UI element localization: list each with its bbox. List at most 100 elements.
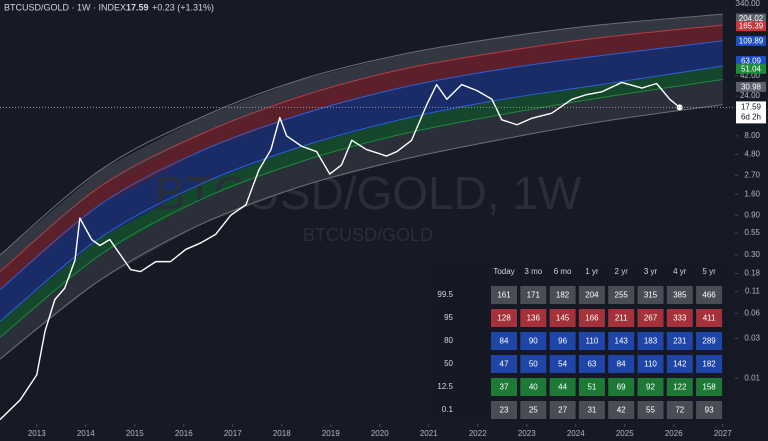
x-tick-label: 2026 (665, 429, 683, 438)
cell (549, 332, 576, 350)
cell-value: 51 (587, 383, 596, 392)
cell (666, 332, 693, 350)
cell-value: 93 (705, 406, 714, 415)
cell-value: 161 (497, 291, 511, 300)
cell-value: 23 (500, 406, 509, 415)
x-tick-label: 2015 (126, 429, 144, 438)
x-tick-label: 2024 (567, 429, 585, 438)
cell-value: 54 (558, 360, 567, 369)
row-label: 0.1 (442, 405, 454, 414)
row-label: 80 (444, 336, 453, 345)
cell-value: 27 (558, 406, 567, 415)
last-point (676, 104, 683, 111)
column-header: 1 yr (585, 267, 599, 276)
scale-label-bg (736, 13, 766, 24)
cell-value: 158 (702, 383, 716, 392)
cell-value: 182 (556, 291, 570, 300)
cell (549, 355, 576, 373)
cell (520, 378, 547, 396)
cell-value: 128 (497, 314, 511, 323)
y-tick-label: 0.03 (744, 334, 760, 343)
y-tick-label: 1.60 (744, 189, 760, 198)
cell (520, 332, 547, 350)
y-tick-label: 0.06 (744, 308, 760, 317)
y-tick-label: 8.00 (744, 131, 760, 140)
scale-label-bg (736, 35, 766, 46)
table: Today 3 mo 6 mo 1 yr 2 yr 3 yr 4 yr 5 yr 99.5 161… (430, 262, 735, 422)
column-header: 6 mo (554, 267, 572, 276)
y-tick-label: 0.18 (744, 269, 760, 278)
cell (608, 309, 635, 327)
band-line (0, 65, 723, 322)
band-fill (0, 40, 723, 322)
y-tick-label: 0.11 (745, 287, 761, 296)
band-line (0, 104, 723, 360)
band-fill (0, 14, 723, 272)
scale-label: 30.98 (741, 82, 762, 91)
lines (0, 13, 735, 421)
cell-value: 385 (673, 291, 687, 300)
cell-value: 255 (615, 291, 629, 300)
cell (696, 309, 723, 327)
cell-value: 50 (529, 360, 538, 369)
cell (491, 355, 517, 373)
axes: 340.00 42.00 24.00 8.00 4.80 2.70 1.60 0.90 0.55… (28, 0, 766, 438)
cell-value: 411 (703, 314, 716, 323)
column-header: 3 yr (644, 267, 658, 276)
cell (520, 355, 547, 373)
band-fills (0, 14, 723, 360)
scale-label: 51.04 (741, 64, 762, 73)
watermark-sub: BTCUSD/GOLD (303, 225, 433, 245)
cell-value: 145 (556, 314, 570, 323)
cell-value: 182 (702, 360, 716, 369)
x-tick-label: 2013 (28, 429, 46, 438)
cell-value: 84 (500, 337, 509, 346)
band-line (0, 40, 723, 291)
price-tag: 17.59 (741, 102, 762, 111)
cell (608, 401, 635, 419)
x-tick-label: 2023 (518, 429, 536, 438)
cell-value: 44 (558, 383, 567, 392)
cell-value: 92 (646, 383, 655, 392)
cell (608, 355, 635, 373)
cell (666, 355, 693, 373)
column-header: 2 yr (615, 267, 629, 276)
scale-label: 165.39 (739, 22, 764, 31)
scale-label-bg (736, 81, 766, 92)
grid (36, 0, 738, 427)
y-tick-label: 2.70 (744, 170, 760, 179)
y-tick-label: 4.80 (744, 150, 760, 159)
cell-value: 289 (702, 337, 716, 346)
band-line (0, 78, 723, 338)
cell (696, 401, 723, 419)
cell (491, 309, 517, 327)
cell (637, 309, 664, 327)
x-tick-label: 2027 (714, 429, 732, 438)
cell (637, 401, 664, 419)
x-tick-label: 2018 (273, 429, 291, 438)
y-tick-label: 0.01 (744, 373, 760, 382)
watermark: BTCUSD/GOLD, 1W (155, 167, 582, 219)
row-label: 12.5 (437, 382, 453, 391)
cell (520, 401, 547, 419)
symbol: BTCUSD/GOLD · 1W · INDEX (4, 2, 126, 12)
change: +0.23 (+1.31%) (152, 2, 214, 12)
cell-value: 42 (617, 406, 626, 415)
cell-value: 63 (587, 360, 596, 369)
cell-value: 267 (644, 314, 658, 323)
cell (608, 286, 635, 304)
cell (696, 286, 723, 304)
y-tick-label: 0.55 (744, 228, 760, 237)
cell-value: 90 (529, 337, 538, 346)
cell-value: 333 (673, 314, 687, 323)
x-tick-label: 2016 (175, 429, 193, 438)
cell (578, 355, 605, 373)
cell (666, 309, 693, 327)
cell-value: 69 (617, 383, 626, 392)
cell (578, 332, 605, 350)
scale-label-bg (736, 63, 766, 74)
cell-value: 315 (644, 291, 658, 300)
cell-value: 136 (527, 314, 541, 323)
